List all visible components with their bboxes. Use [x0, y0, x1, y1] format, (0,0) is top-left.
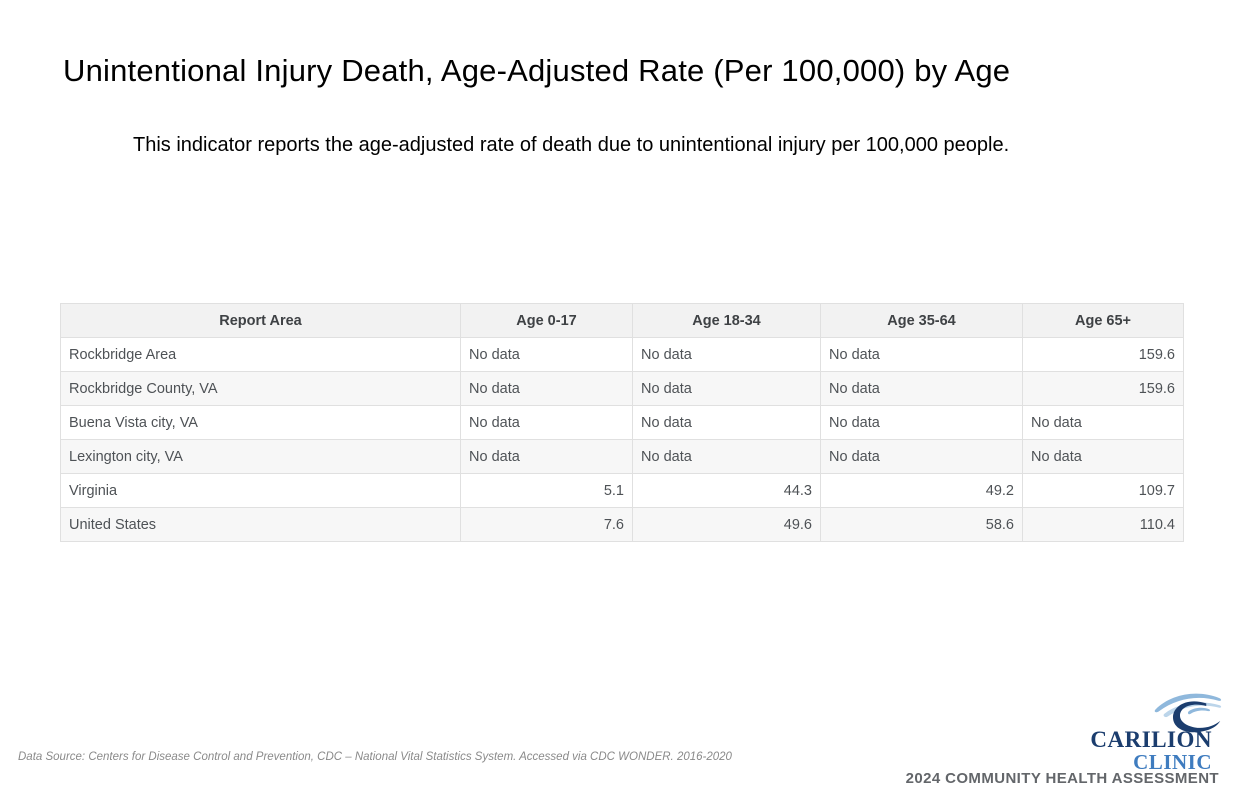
brand-name-carilion: Carilion	[1090, 727, 1212, 752]
value-cell: 109.7	[1022, 473, 1184, 508]
table-header-row: Report Area Age 0-17 Age 18-34 Age 35-64…	[60, 303, 1184, 338]
table-row: Buena Vista city, VA No data No data No dat…	[60, 405, 1184, 440]
report-area-cell: United States	[60, 507, 461, 542]
carilion-swoosh-icon	[1154, 693, 1222, 733]
page-title: Unintentional Injury Death, Age-Adjusted…	[63, 53, 1011, 88]
table-row: Rockbridge County, VA No data No data No da…	[60, 371, 1184, 406]
table-row: Rockbridge Area No data No data No data 159.…	[60, 337, 1184, 372]
value-cell: 58.6	[820, 507, 1023, 542]
value-cell: 44.3	[632, 473, 821, 508]
value-cell: No data	[820, 337, 1023, 372]
indicator-data-table: Report Area Age 0-17 Age 18-34 Age 35-64…	[60, 303, 1184, 542]
column-header-age-0-17: Age 0-17	[460, 303, 633, 338]
value-cell: 110.4	[1022, 507, 1184, 542]
column-header-age-18-34: Age 18-34	[632, 303, 821, 338]
value-cell: 159.6	[1022, 371, 1184, 406]
value-cell: No data	[460, 439, 633, 474]
value-cell: No data	[820, 371, 1023, 406]
brand-name-clinic: Clinic	[1133, 750, 1212, 774]
assessment-banner: 2024 COMMUNITY HEALTH ASSESSMENT	[905, 770, 1219, 787]
table-row: United States 7.6 49.6 58.6 110.4	[60, 507, 1184, 542]
value-cell: No data	[632, 337, 821, 372]
value-cell: No data	[632, 405, 821, 440]
value-cell: No data	[820, 405, 1023, 440]
value-cell: 49.6	[632, 507, 821, 542]
brand-wordmark: Carilion Clinic	[1090, 728, 1212, 773]
table-row: Virginia 5.1 44.3 49.2 109.7	[60, 473, 1184, 508]
value-cell: No data	[820, 439, 1023, 474]
indicator-description: This indicator reports the age-adjusted …	[133, 134, 1010, 156]
value-cell: No data	[632, 439, 821, 474]
value-cell: No data	[460, 337, 633, 372]
value-cell: No data	[460, 371, 633, 406]
value-cell: No data	[632, 371, 821, 406]
value-cell: 5.1	[460, 473, 633, 508]
report-area-cell: Rockbridge Area	[60, 337, 461, 372]
report-area-cell: Rockbridge County, VA	[60, 371, 461, 406]
value-cell: 49.2	[820, 473, 1023, 508]
table-row: Lexington city, VA No data No data No data N…	[60, 439, 1184, 474]
value-cell: No data	[1022, 439, 1184, 474]
column-header-report-area: Report Area	[60, 303, 461, 338]
report-area-cell: Virginia	[60, 473, 461, 508]
value-cell: No data	[460, 405, 633, 440]
report-area-cell: Lexington city, VA	[60, 439, 461, 474]
data-source-note: Data Source: Centers for Disease Control…	[18, 751, 732, 763]
value-cell: No data	[1022, 405, 1184, 440]
report-area-cell: Buena Vista city, VA	[60, 405, 461, 440]
column-header-age-35-64: Age 35-64	[820, 303, 1023, 338]
value-cell: 159.6	[1022, 337, 1184, 372]
value-cell: 7.6	[460, 507, 633, 542]
column-header-age-65plus: Age 65+	[1022, 303, 1184, 338]
